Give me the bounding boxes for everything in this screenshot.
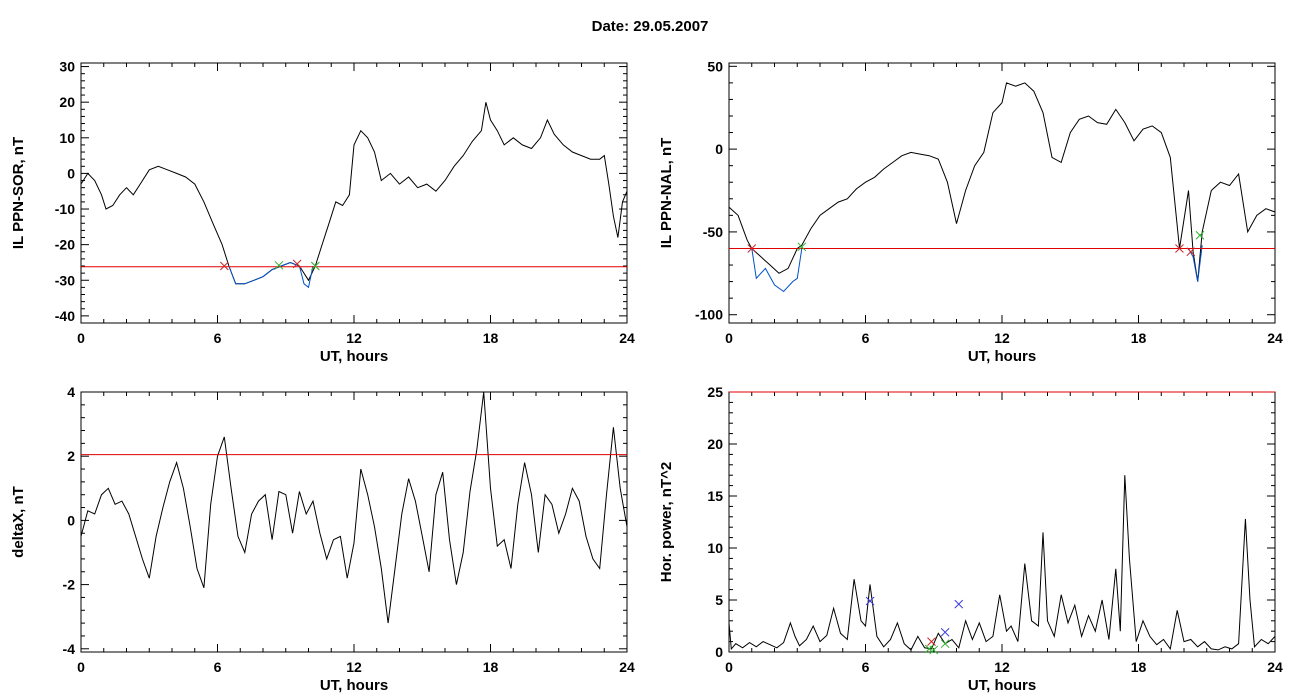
x-tick-label: 6	[862, 330, 870, 346]
x-tick-label: 24	[1267, 659, 1283, 675]
marker-stroke	[310, 261, 320, 271]
marker-stroke	[219, 261, 229, 271]
y-tick-label: -100	[695, 307, 723, 323]
marker-stroke	[292, 259, 302, 269]
y-tick-label: 10	[59, 130, 75, 146]
y-tick-label: 50	[707, 58, 723, 74]
y-tick-label: 0	[715, 644, 723, 660]
x-tick-label: 24	[619, 330, 635, 346]
marker-stroke	[954, 599, 964, 609]
y-tick-label: -2	[63, 577, 76, 593]
event-marker	[310, 261, 320, 271]
marker-stroke	[1186, 247, 1196, 257]
x-axis-label: UT, hours	[968, 348, 1036, 365]
x-axis-label: UT, hours	[320, 348, 388, 365]
y-tick-label: -40	[55, 308, 75, 324]
y-axis-label: IL PPN-NAL, nT	[658, 138, 675, 249]
y-tick-label: 4	[67, 384, 75, 400]
y-tick-label: -10	[55, 201, 75, 217]
event-marker	[954, 599, 964, 609]
event-marker	[929, 645, 939, 655]
event-marker	[1175, 244, 1184, 253]
y-axis-label: Hor. power, nT^2	[658, 462, 675, 582]
x-axis-label: UT, hours	[320, 677, 388, 694]
x-axis-label: UT, hours	[968, 677, 1036, 694]
marker-stroke	[797, 242, 807, 252]
event-marker	[1186, 247, 1196, 257]
x-tick-label: 18	[483, 330, 499, 346]
event-marker	[274, 260, 284, 270]
event-marker	[219, 261, 229, 271]
y-tick-label: 20	[59, 94, 75, 110]
x-tick-label: 6	[214, 330, 222, 346]
marker-stroke	[940, 639, 950, 649]
event-marker	[1195, 230, 1205, 240]
series-line-1	[728, 82, 1276, 282]
marker-stroke	[747, 244, 757, 253]
plot-panel-1: 0 6 12 18 24 -40 -30 -20 -10 0 10 20 30 UT, hours IL P…	[10, 59, 635, 365]
x-tick-label: 12	[346, 659, 362, 675]
y-tick-label: -30	[55, 272, 75, 288]
marker-stroke	[927, 637, 936, 646]
x-tick-label: 12	[994, 330, 1010, 346]
y-tick-label: 10	[707, 540, 723, 556]
event-marker	[797, 242, 807, 252]
series-line-1	[80, 102, 628, 285]
x-tick-label: 18	[483, 659, 499, 675]
marker-stroke	[1175, 244, 1184, 253]
marker-stroke	[274, 260, 284, 270]
event-marker	[940, 627, 950, 637]
plot-frame	[80, 391, 628, 653]
y-tick-label: 5	[715, 592, 723, 608]
plot-panel-2: 0 6 12 18 24 -100 -50 0 50 UT, hours IL PPN-NAL, n…	[658, 58, 1283, 365]
x-tick-label: 24	[1267, 330, 1283, 346]
y-tick-label: -4	[63, 641, 76, 657]
y-tick-label: -20	[55, 237, 75, 253]
x-tick-label: 12	[346, 330, 362, 346]
x-tick-label: 0	[77, 659, 85, 675]
plot-frame	[80, 62, 628, 324]
series-line-1	[728, 475, 1276, 651]
y-tick-label: 0	[67, 512, 75, 528]
marker-stroke	[865, 596, 875, 606]
x-tick-label: 24	[619, 659, 635, 675]
y-tick-label: 15	[707, 488, 723, 504]
x-tick-label: 6	[214, 659, 222, 675]
y-tick-label: 2	[67, 448, 75, 464]
y-tick-label: 0	[715, 141, 723, 157]
plot-frame	[728, 391, 1276, 653]
y-tick-label: 30	[59, 59, 75, 75]
series-line-2	[751, 248, 803, 293]
x-tick-label: 0	[725, 330, 733, 346]
x-tick-label: 0	[77, 330, 85, 346]
figure-title: Date: 29.05.2007	[591, 18, 709, 35]
event-marker	[865, 596, 875, 606]
event-marker	[927, 637, 936, 646]
marker-stroke	[1195, 230, 1205, 240]
marker-stroke	[940, 627, 950, 637]
series-line-1	[80, 391, 628, 624]
event-marker	[940, 639, 950, 649]
plot-panel-4: 0 6 12 18 24 0 5 10 15 20 25 UT, hours Hor. power, n…	[658, 384, 1283, 694]
marker-stroke	[929, 645, 939, 655]
x-tick-label: 6	[862, 659, 870, 675]
x-tick-label: 0	[725, 659, 733, 675]
marker-stroke	[924, 644, 934, 654]
y-tick-label: -50	[703, 224, 723, 240]
x-tick-label: 18	[1131, 659, 1147, 675]
y-tick-label: 0	[67, 165, 75, 181]
event-marker	[747, 244, 757, 253]
x-tick-label: 12	[994, 659, 1010, 675]
y-tick-label: 25	[707, 384, 723, 400]
y-axis-label: deltaX, nT	[10, 486, 27, 558]
x-tick-label: 18	[1131, 330, 1147, 346]
event-marker	[292, 259, 302, 269]
y-axis-label: IL PPN-SOR, nT	[10, 137, 27, 249]
y-tick-label: 20	[707, 436, 723, 452]
series-line-3	[1188, 245, 1203, 282]
